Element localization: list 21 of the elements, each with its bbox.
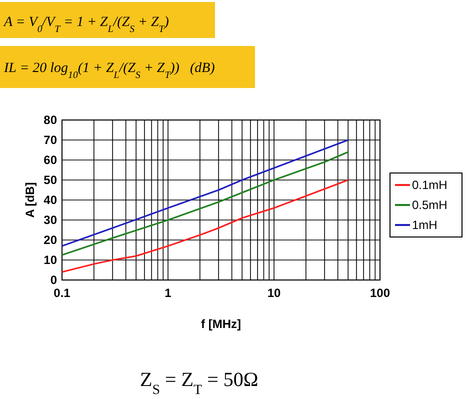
y-tick-label: 80	[44, 113, 58, 127]
x-tick-label: 100	[370, 286, 390, 300]
y-tick-label: 10	[44, 253, 58, 267]
legend-label: 0.1mH	[412, 178, 448, 192]
text: A = V$_{0}$/V$_{T}$ = 1 + Z$_{L}$/(Z$_{S}$ + Z$_{T}$)	[4, 15, 169, 34]
legend-label: 0.5mH	[412, 198, 448, 212]
y-tick-label: 20	[44, 233, 58, 247]
y-tick-label: 40	[44, 193, 58, 207]
y-axis-title: A [dB]	[23, 182, 37, 218]
x-tick-label: 1	[164, 286, 172, 300]
y-tick-label: 0	[50, 273, 58, 287]
y-tick-label: 50	[44, 173, 58, 187]
legend-label: 1mH	[412, 218, 438, 232]
y-tick-label: 70	[44, 133, 58, 147]
x-axis-title: f [MHz]	[201, 317, 241, 331]
text: Z$_{S}$ = Z$_{T}$ = 50Ω	[140, 369, 258, 398]
x-tick-label: 0.1	[54, 286, 71, 300]
y-tick-label: 60	[44, 153, 58, 167]
text: IL = 20 log$_{10}$(1 + Z$_{L}$/(Z$_{S}$ + Z$_{T}$)) (dB)	[4, 61, 215, 80]
y-tick-label: 30	[44, 213, 58, 227]
x-tick-label: 10	[267, 286, 281, 300]
